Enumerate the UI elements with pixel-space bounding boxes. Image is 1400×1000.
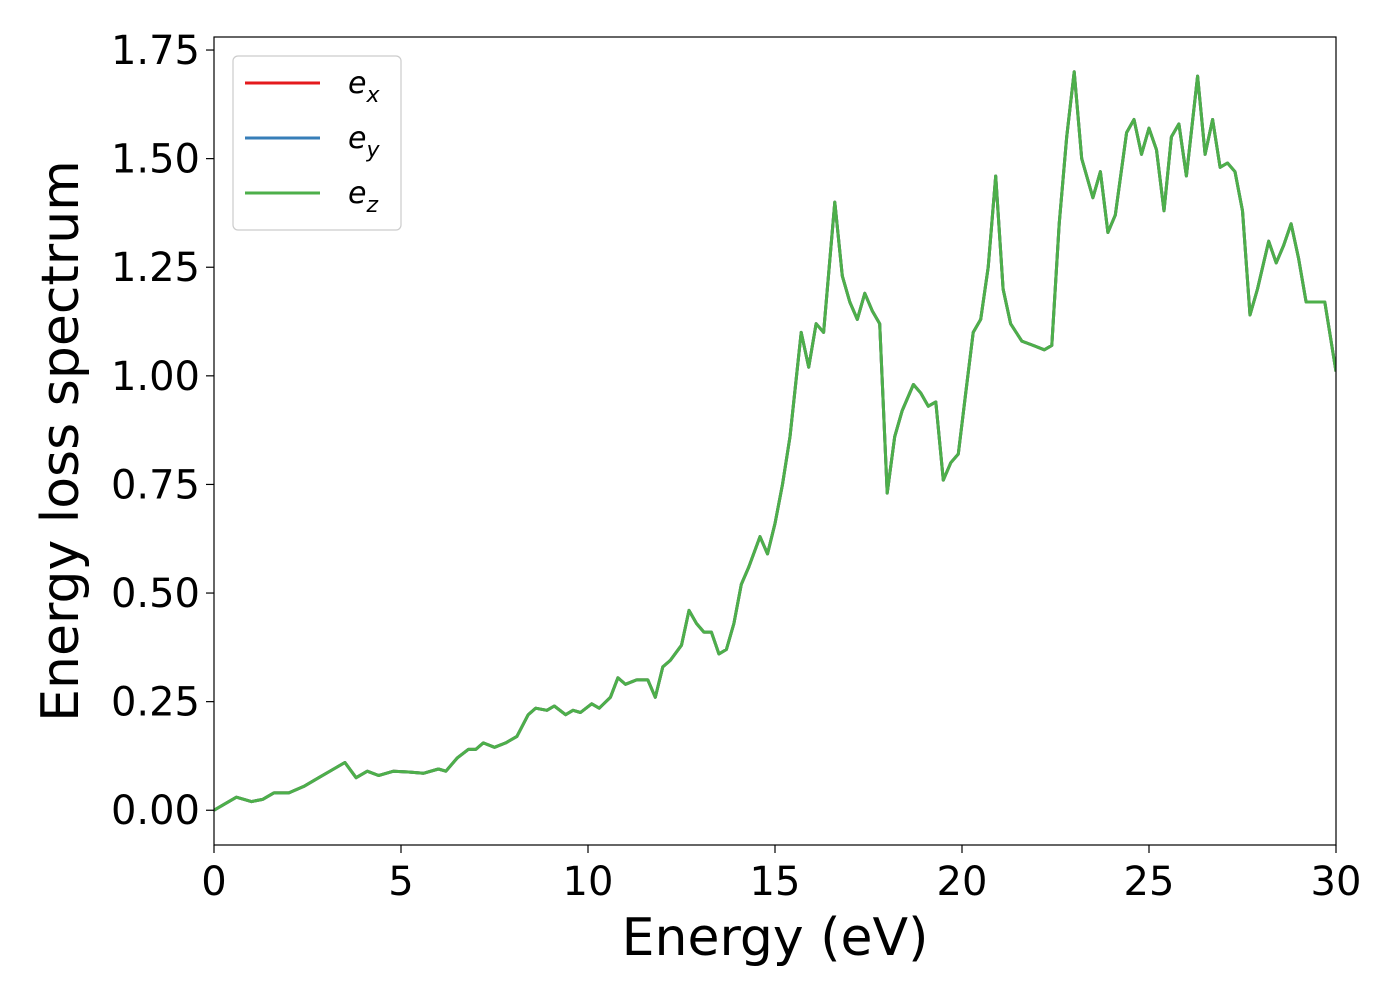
- legend-label-ey: ey: [348, 121, 380, 163]
- y-tick-label: 1.25: [111, 245, 200, 291]
- legend-label-symbol: e: [348, 121, 366, 156]
- x-tick-label: 20: [937, 859, 988, 905]
- y-axis-ticks: 0.00 0.25 0.50 0.75 1.00 1.25 1.50 1.75: [111, 28, 214, 834]
- legend-box: [232, 55, 402, 231]
- legend-label-subscript: y: [365, 138, 380, 163]
- legend-label-symbol: e: [348, 66, 366, 101]
- y-tick-label: 0.00: [111, 788, 200, 834]
- y-tick-label: 0.25: [111, 680, 200, 726]
- legend-label-ez: ez: [348, 176, 378, 218]
- series-layer: [214, 70, 1336, 812]
- y-tick-label: 1.00: [111, 354, 200, 400]
- y-tick-label: 0.50: [111, 571, 200, 617]
- legend-label-subscript: z: [365, 193, 378, 218]
- legend-label-ex: ex: [348, 66, 380, 108]
- x-tick-label: 15: [750, 859, 801, 905]
- y-tick-label: 1.75: [111, 28, 200, 74]
- y-tick-label: 0.75: [111, 462, 200, 508]
- x-axis-title: Energy (eV): [622, 908, 929, 968]
- x-tick-label: 25: [1124, 859, 1175, 905]
- x-tick-label: 0: [201, 859, 226, 905]
- legend-label-subscript: x: [365, 83, 380, 108]
- x-tick-label: 10: [563, 859, 614, 905]
- y-tick-label: 1.50: [111, 137, 200, 183]
- x-tick-label: 5: [388, 859, 413, 905]
- x-tick-label: 30: [1311, 859, 1362, 905]
- series-line-ez: [214, 70, 1336, 812]
- legend-label-symbol: e: [348, 176, 366, 211]
- y-axis-title: Energy loss spectrum: [31, 160, 91, 722]
- x-axis-ticks: 0 5 10 15 20 25 30: [201, 845, 1361, 905]
